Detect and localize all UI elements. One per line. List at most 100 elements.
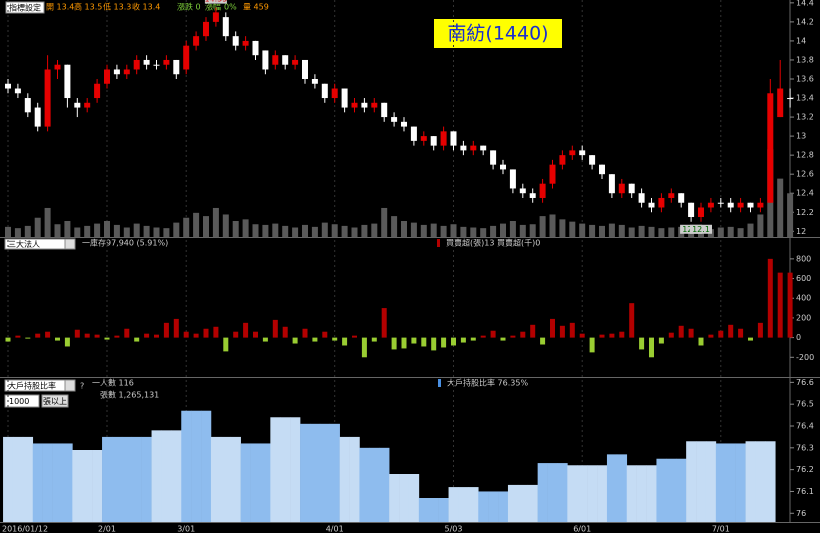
title-box [434,19,562,48]
holding-column [616,454,628,522]
holding-column [399,474,410,522]
holding-column [3,436,14,522]
net-bar [114,335,120,338]
net-bar [451,337,456,346]
volume-bar [727,226,734,238]
candle-body [34,107,41,127]
quote-bar: 開 13.4 高 13.5 低 13.3 收 13.4 漲跌 0 漲幅 0% 量 459 [46,2,269,12]
volume-bar [500,223,506,238]
volume-bar [292,227,299,238]
candle-body [64,64,71,99]
volume-bar [153,227,160,238]
volume-bar [321,222,328,238]
volume-bar [747,223,754,238]
x-tick-label: 3/01 [177,525,195,533]
quote-item: 開 13.4 [46,3,74,12]
volume-bar [737,228,744,238]
holding-column [270,417,281,522]
holding-column [735,443,746,522]
help-icon[interactable]: ? [80,382,84,391]
volume-bar [5,226,11,238]
candle-body [579,150,586,156]
holding-column [458,487,469,522]
holding-column [359,447,370,522]
holding-column [715,443,727,522]
candle-body [559,155,566,165]
volume-bar [163,228,170,238]
volume-bar [549,214,556,238]
volume-bar [628,227,635,238]
holding-column [329,423,340,522]
x-tick-label: 7/01 [712,525,730,533]
candle-body [480,145,487,151]
candle-body [618,183,625,194]
net-bar [312,337,318,342]
settings-button[interactable] [5,1,45,14]
holding-column [250,443,261,522]
candle-body [341,88,348,108]
y-tick-label: 13.6 [796,75,814,84]
volume-bar [222,214,229,238]
candle-body [638,193,645,203]
candle-body [668,193,675,198]
volume-bar [717,227,724,238]
holding-column [42,443,53,522]
volume-bar [14,228,21,238]
volume-bar [658,228,665,238]
holding-column [22,436,34,522]
holding-column [131,436,142,522]
legend-item: 張數 1,265,131 [100,390,159,400]
net-bar [490,330,496,338]
volume-bar [401,220,407,238]
holding-column [339,436,350,522]
candle-body [84,102,91,108]
candle-body [113,69,120,75]
volume-bar [64,220,71,238]
candle-body [608,174,615,194]
holding-column [696,441,707,522]
threshold-select[interactable] [4,394,40,408]
dropdown-arrow[interactable] [64,379,76,392]
y-tick-label: 76.3 [796,443,814,452]
net-bar [748,337,753,341]
candle-body [529,193,536,198]
candle-body [193,36,200,46]
chart-title: 南紡(1440) [447,23,548,45]
candle-body [698,207,704,218]
net-bar [104,337,110,340]
legend-item: 一庫存97,940 (5.91%) [82,238,168,248]
net-bar [371,337,377,342]
candle-body [658,197,665,208]
volume-bar [410,222,417,238]
net-bar [243,322,249,338]
dropdown-arrow[interactable] [64,238,76,250]
high-marker-box [204,0,227,4]
volume-bar [331,224,338,238]
candle-body [569,150,576,156]
net-bar [510,335,516,338]
volume-bar [183,217,190,238]
threshold-unit-button[interactable] [41,394,69,408]
volume-bar [589,224,596,238]
candle-body [648,202,655,208]
holding-column [567,465,578,522]
candle-body [252,40,259,56]
volume-bar [381,207,388,238]
volume-bar [24,225,31,238]
holding-column [765,441,776,522]
candle-body [44,69,51,127]
y-tick-label: 200 [796,313,811,322]
net-bar [658,337,664,344]
holding-column [379,447,390,522]
volume-bar [232,220,239,238]
net-bar [193,333,199,338]
holding-column [448,487,459,522]
holding-column [705,441,717,522]
candle-body [717,202,724,204]
volume-bar [94,223,101,238]
holding-column [507,484,519,522]
net-bar [84,333,90,338]
volume-bar [440,225,447,238]
net-bar [688,328,694,338]
